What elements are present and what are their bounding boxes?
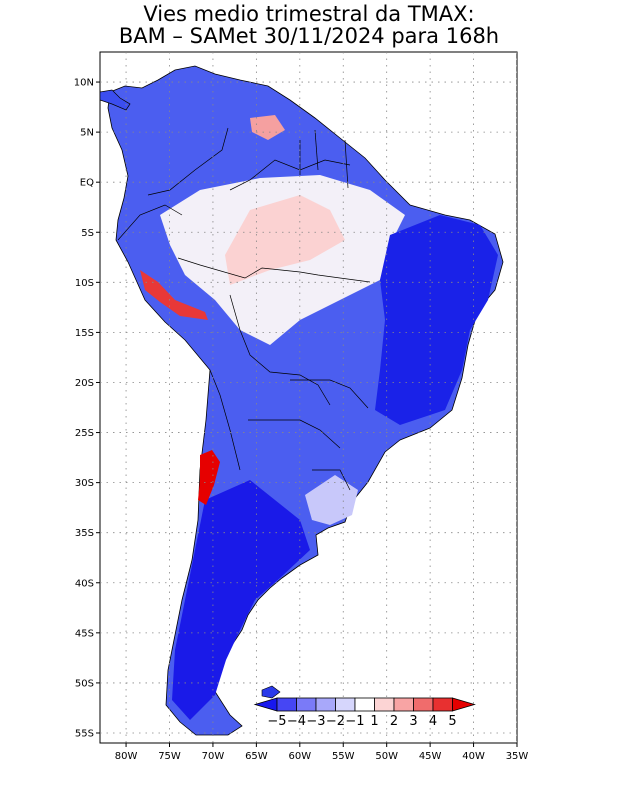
lat-label: 15S bbox=[75, 328, 94, 339]
shade-patagonia-blue bbox=[172, 480, 310, 720]
colorbar-label: −4 bbox=[287, 714, 306, 729]
colorbar-end-high bbox=[452, 697, 476, 712]
lat-label: 10S bbox=[75, 278, 94, 289]
lon-label: 35W bbox=[506, 751, 529, 762]
central-america-land bbox=[100, 89, 131, 111]
lat-label: EQ bbox=[80, 178, 94, 189]
lon-label: 55W bbox=[332, 751, 355, 762]
colorbar-box bbox=[413, 697, 434, 712]
map-title-line1: Vies medio trimestral da TMAX: bbox=[143, 2, 475, 26]
lon-label: 45W bbox=[419, 751, 442, 762]
lat-label: 35S bbox=[75, 528, 94, 539]
lat-label: 40S bbox=[75, 578, 94, 589]
lon-label: 70W bbox=[202, 751, 225, 762]
lon-label: 50W bbox=[375, 751, 398, 762]
colorbar-label: −5 bbox=[267, 714, 286, 729]
lat-label: 10N bbox=[74, 78, 94, 89]
colorbar-box bbox=[374, 697, 395, 712]
shade-amazon-pink bbox=[225, 195, 345, 285]
country-borders bbox=[117, 127, 371, 491]
graticule bbox=[100, 52, 517, 743]
colorbar-label: 5 bbox=[448, 714, 456, 729]
lon-label: 40W bbox=[462, 751, 485, 762]
lon-label: 60W bbox=[289, 751, 312, 762]
colorbar-label: 3 bbox=[409, 714, 417, 729]
lat-label: 25S bbox=[75, 428, 94, 439]
colorbar: −5 −4 −3 −2 −1 1 2 3 4 5 bbox=[253, 697, 476, 729]
colorbar-box bbox=[354, 697, 375, 712]
shade-andes-red-peru bbox=[140, 270, 208, 320]
lat-label: 55S bbox=[75, 728, 94, 739]
colorbar-box bbox=[315, 697, 336, 712]
malvinas-islands bbox=[261, 685, 281, 699]
shade-uruguay-light bbox=[305, 475, 358, 525]
shade-andes-red-chile bbox=[198, 450, 220, 505]
lon-label: 65W bbox=[245, 751, 268, 762]
lat-label: 50S bbox=[75, 678, 94, 689]
lat-label: 45S bbox=[75, 628, 94, 639]
lat-label: 5N bbox=[80, 128, 94, 139]
lat-label: 30S bbox=[75, 478, 94, 489]
lon-label: 80W bbox=[115, 751, 138, 762]
colorbar-box bbox=[335, 697, 356, 712]
colorbar-box bbox=[432, 697, 453, 712]
shade-northeast-blue bbox=[375, 215, 498, 425]
colorbar-label: −1 bbox=[345, 714, 364, 729]
colorbar-box bbox=[393, 697, 414, 712]
colorbar-box bbox=[296, 697, 317, 712]
lat-label: 20S bbox=[75, 378, 94, 389]
map-axes: 10N 5N EQ 5S 10S 15S 20S 25S 30S 35S 40S 45S 50S 55S 8… bbox=[74, 78, 529, 762]
lat-label: 5S bbox=[81, 228, 94, 239]
lon-label: 75W bbox=[158, 751, 181, 762]
colorbar-label: 2 bbox=[390, 714, 398, 729]
colorbar-label: −2 bbox=[326, 714, 345, 729]
shade-venezuela-pink bbox=[250, 115, 285, 140]
colorbar-label: 1 bbox=[370, 714, 378, 729]
colorbar-label: −3 bbox=[306, 714, 325, 729]
colorbar-label: 4 bbox=[429, 714, 437, 729]
colorbar-box bbox=[276, 697, 297, 712]
map-title-line2: BAM – SAMet 30/11/2024 para 168h bbox=[118, 24, 500, 48]
